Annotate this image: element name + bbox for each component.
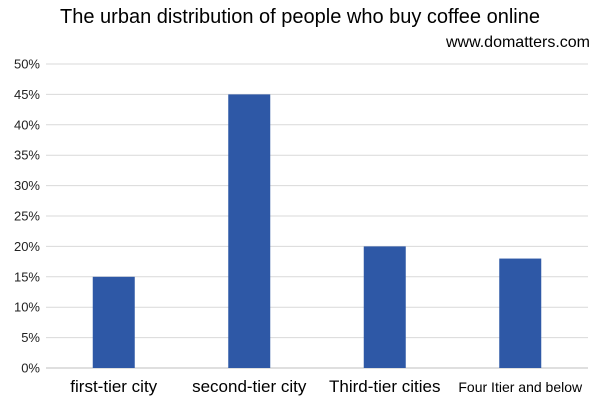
y-tick-label: 35% xyxy=(14,148,40,163)
bar-1 xyxy=(92,276,135,368)
y-tick-label: 10% xyxy=(14,300,40,315)
y-axis-ticks: 0% 5% 10% 15% 20% 25% 30% 35% 40% 45% 50% xyxy=(14,57,40,376)
chart-title: The urban distribution of people who buy… xyxy=(60,6,540,28)
y-tick-label: 0% xyxy=(21,361,40,376)
bar-2 xyxy=(228,94,271,369)
y-tick-label: 30% xyxy=(14,178,40,193)
x-axis-ticks: first-tier city second-tier city Third-tie… xyxy=(70,377,583,396)
x-tick-label: first-tier city xyxy=(70,377,157,396)
y-tick-label: 25% xyxy=(14,209,40,224)
y-tick-label: 20% xyxy=(14,239,40,254)
gridlines xyxy=(46,63,588,369)
bar-4 xyxy=(499,258,542,368)
x-tick-label: second-tier city xyxy=(192,377,307,396)
y-tick-label: 15% xyxy=(14,269,40,284)
y-tick-label: 45% xyxy=(14,87,40,102)
bars xyxy=(92,94,542,369)
y-tick-label: 50% xyxy=(14,57,40,72)
bar-3 xyxy=(363,246,406,368)
y-tick-label: 5% xyxy=(21,330,40,345)
source-watermark: www.domatters.com xyxy=(445,34,590,51)
y-tick-label: 40% xyxy=(14,117,40,132)
x-tick-label: Third-tier cities xyxy=(329,377,440,396)
x-tick-label: Four Itier and below xyxy=(458,379,583,395)
